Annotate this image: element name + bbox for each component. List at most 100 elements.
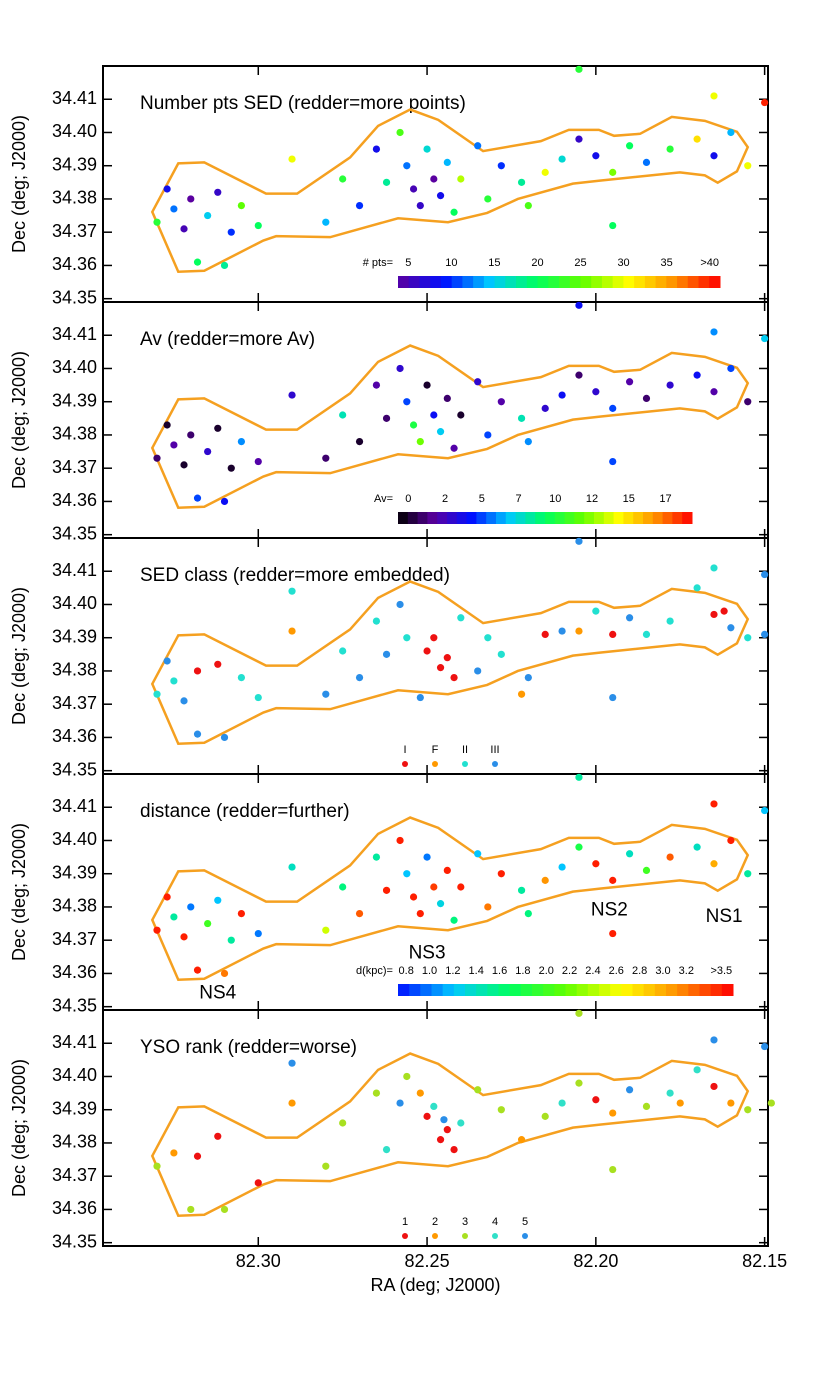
point	[450, 444, 458, 452]
point	[642, 394, 651, 402]
point	[524, 674, 532, 682]
point	[727, 836, 735, 845]
colorbar-tick-label: 35	[660, 257, 672, 269]
colorbar-block	[447, 512, 458, 524]
colorbar-block	[440, 276, 453, 288]
legend-marker	[432, 761, 438, 767]
point	[517, 1136, 526, 1144]
colorbar-block	[419, 276, 431, 288]
point	[409, 893, 418, 901]
point	[524, 202, 532, 210]
point	[339, 411, 347, 419]
legend-marker	[462, 1233, 468, 1239]
colorbar-block	[537, 276, 549, 288]
point	[153, 218, 161, 226]
point	[396, 1099, 404, 1107]
point	[558, 863, 566, 871]
colorbar-tick-label: >40	[700, 257, 719, 269]
colorbar-block	[565, 984, 578, 996]
colorbar-block	[476, 512, 487, 524]
point	[710, 564, 718, 572]
point	[484, 634, 492, 642]
point	[193, 494, 202, 502]
point	[430, 634, 438, 642]
colorbar-block	[498, 984, 511, 996]
point	[214, 188, 222, 196]
y-tick-label: 34.40	[52, 357, 97, 377]
legend-label: 3	[462, 1216, 468, 1228]
colorbar-block	[644, 276, 657, 288]
colorbar-tick-label: 2.6	[609, 965, 624, 977]
colorbar-tick-label: 20	[531, 257, 543, 269]
colorbar-block	[699, 984, 712, 996]
colorbar-block	[666, 276, 678, 288]
point	[403, 398, 411, 406]
colorbar-block	[643, 512, 654, 524]
y-tick-label: 34.41	[52, 560, 97, 580]
colorbar-block	[473, 276, 485, 288]
colorbar-block	[677, 984, 689, 996]
point	[457, 175, 465, 183]
y-tick-label: 34.39	[52, 1098, 97, 1118]
point	[484, 431, 492, 439]
point	[254, 221, 262, 230]
point	[163, 893, 171, 901]
point	[450, 208, 458, 216]
colorbar-block	[687, 276, 700, 288]
colorbar-label: d(kpc)=	[356, 965, 393, 977]
point	[220, 1205, 229, 1214]
point	[288, 627, 296, 635]
point	[744, 870, 752, 878]
point	[727, 364, 735, 373]
y-axis-label: Dec (deg; J2000)	[9, 587, 29, 725]
point	[193, 667, 202, 675]
point	[450, 674, 458, 682]
colorbar-block	[682, 512, 693, 524]
legend-label: II	[462, 744, 468, 756]
x-tick-label: 82.30	[236, 1251, 281, 1271]
colorbar-block	[486, 512, 497, 524]
x-tick-label: 82.20	[573, 1251, 618, 1271]
point	[180, 933, 188, 941]
point	[558, 627, 566, 635]
point	[322, 218, 330, 226]
point	[382, 650, 391, 658]
colorbar-block	[548, 276, 560, 288]
y-tick-label: 34.35	[52, 759, 97, 779]
y-tick-label: 34.35	[52, 523, 97, 543]
point	[436, 1136, 445, 1144]
point	[180, 225, 188, 233]
point	[609, 929, 617, 938]
point	[430, 883, 438, 891]
point	[767, 1099, 775, 1107]
point	[497, 1106, 505, 1114]
colorbar-tick-label: 25	[574, 257, 586, 269]
y-tick-label: 34.41	[52, 796, 97, 816]
colorbar-tick-label: 1.4	[469, 965, 484, 977]
colorbar-block	[554, 984, 566, 996]
point	[288, 1059, 296, 1067]
point	[396, 128, 404, 137]
colorbar-block	[709, 276, 721, 288]
y-tick-label: 34.38	[52, 660, 97, 680]
y-tick-label: 34.40	[52, 1065, 97, 1085]
point	[609, 168, 617, 176]
point	[153, 454, 161, 462]
point	[609, 1165, 617, 1174]
point	[541, 404, 549, 412]
colorbar-block	[420, 984, 432, 996]
point	[204, 211, 212, 220]
point	[761, 1042, 769, 1051]
point	[254, 457, 262, 466]
point	[693, 843, 701, 851]
point	[676, 1099, 684, 1107]
colorbar-block	[456, 512, 468, 524]
point	[761, 630, 769, 638]
point	[575, 371, 583, 379]
point	[761, 806, 769, 815]
colorbar-block	[623, 512, 634, 524]
point	[710, 800, 718, 808]
point	[609, 693, 617, 702]
point	[372, 853, 381, 861]
